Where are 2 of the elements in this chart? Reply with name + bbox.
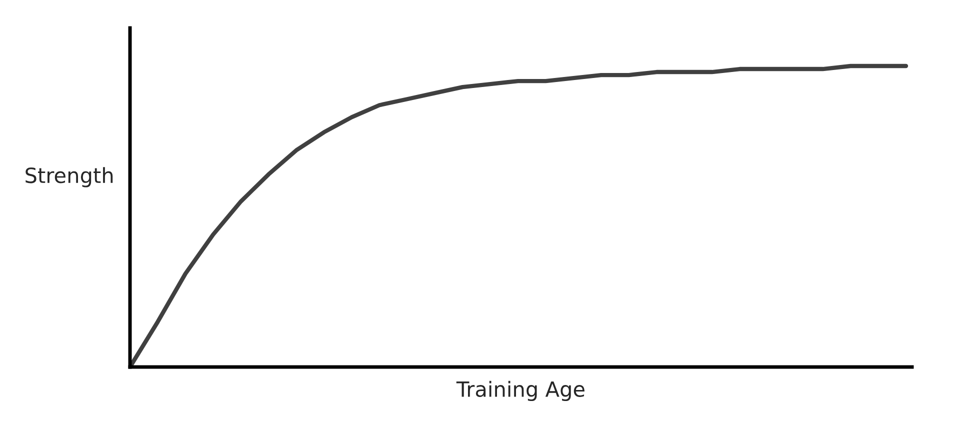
x-axis-title: Training Age xyxy=(456,380,584,402)
y-axis-title: Strength xyxy=(26,167,113,188)
